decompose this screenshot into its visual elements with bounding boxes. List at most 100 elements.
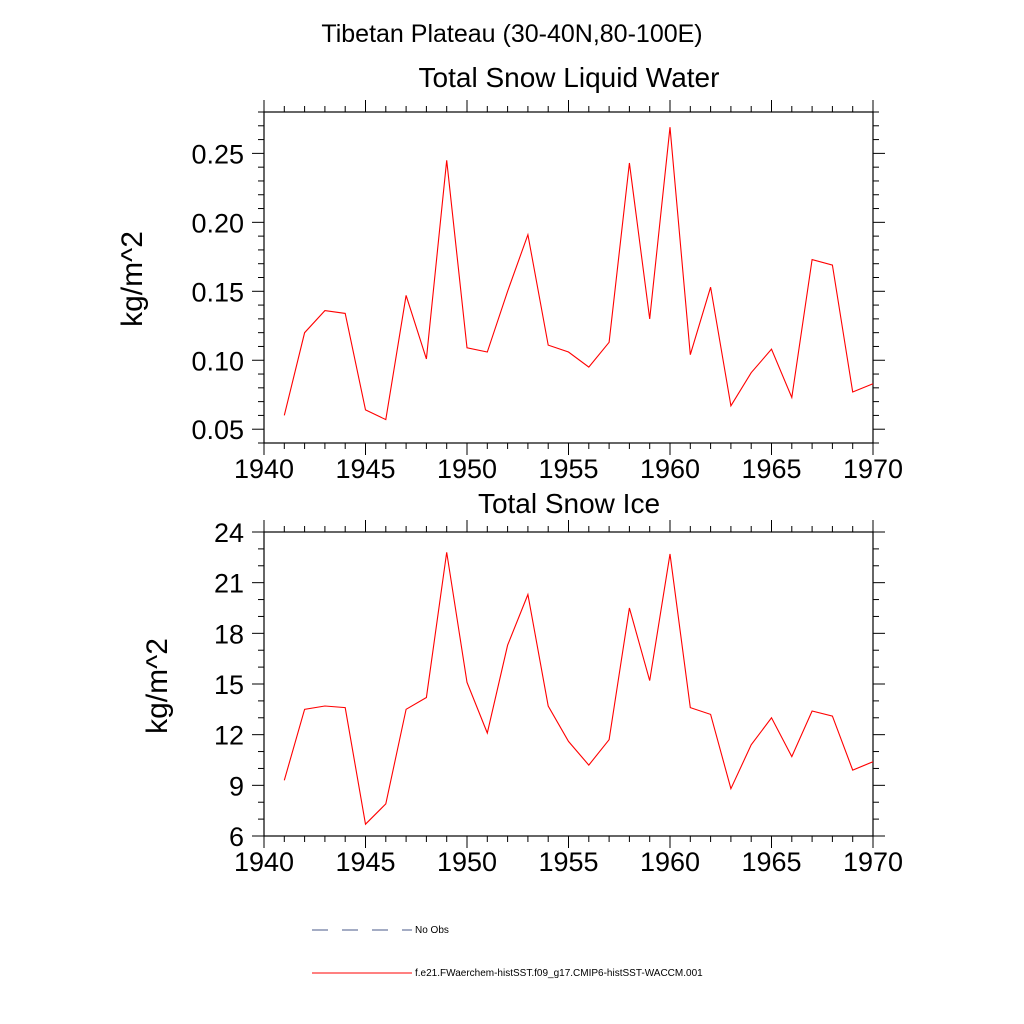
data-point: [446, 552, 447, 553]
data-point: [284, 780, 285, 781]
data-point: [507, 291, 508, 292]
data-point: [872, 761, 873, 762]
data-point: [730, 405, 731, 406]
data-point: [690, 354, 691, 355]
series-line: [283, 552, 874, 826]
data-point: [872, 383, 873, 384]
data-point: [690, 707, 691, 708]
x-tick-label: 1955: [538, 454, 598, 484]
x-tick-label: 1965: [741, 454, 801, 484]
y-tick-label: 0.10: [191, 346, 244, 376]
data-point: [629, 162, 630, 163]
y-tick-label: 0.15: [191, 277, 244, 307]
data-point: [568, 351, 569, 352]
y-axis-label-snow-liquid-water: kg/m^2: [116, 231, 149, 327]
data-point: [507, 645, 508, 646]
data-point: [852, 770, 853, 771]
x-tick-label: 1945: [335, 454, 395, 484]
y-tick-label: 21: [214, 569, 244, 599]
data-point: [771, 717, 772, 718]
x-tick-label: 1970: [843, 847, 903, 877]
figure-suptitle: Tibetan Plateau (30-40N,80-100E): [321, 20, 702, 48]
data-point: [304, 332, 305, 333]
x-tick-label: 1940: [234, 454, 294, 484]
series-line: [283, 127, 874, 421]
data-point: [527, 594, 528, 595]
data-point: [812, 259, 813, 260]
legend-label-no-obs: No Obs: [415, 925, 449, 936]
x-tick-label: 1965: [741, 847, 801, 877]
x-tick-label: 1960: [640, 454, 700, 484]
data-point: [365, 824, 366, 825]
x-tick-label: 1945: [335, 847, 395, 877]
data-point: [426, 358, 427, 359]
data-point: [466, 347, 467, 348]
y-tick-label: 9: [229, 771, 244, 801]
data-point: [385, 803, 386, 804]
plot-frame: [263, 531, 874, 837]
x-tick-label: 1950: [437, 847, 497, 877]
data-point: [284, 415, 285, 416]
data-point: [324, 705, 325, 706]
data-point: [345, 313, 346, 314]
y-tick-label: 6: [229, 822, 244, 852]
data-point: [304, 709, 305, 710]
y-tick-label: 0.05: [191, 415, 244, 445]
data-point: [812, 710, 813, 711]
plot-frame: [263, 111, 874, 444]
data-point: [710, 714, 711, 715]
data-point: [669, 553, 670, 554]
data-point: [548, 344, 549, 345]
panel-title-snow-ice: Total Snow Ice: [478, 488, 660, 519]
x-tick-label: 1955: [538, 847, 598, 877]
legend-label-model-run: f.e21.FWaerchem-histSST.f09_g17.CMIP6-hi…: [415, 968, 703, 979]
data-point: [852, 391, 853, 392]
data-point: [751, 372, 752, 373]
data-point: [588, 367, 589, 368]
data-point: [446, 160, 447, 161]
panel-snow-liquid-water: Total Snow Liquid Water kg/m^2 1940 1945 1…: [116, 62, 903, 484]
data-point: [751, 744, 752, 745]
data-point: [609, 342, 610, 343]
data-point: [324, 310, 325, 311]
x-tick-label: 1970: [843, 454, 903, 484]
data-point: [791, 397, 792, 398]
panel-snow-ice: Total Snow Ice kg/m^2 1940 1945 1950 1955 19…: [141, 488, 903, 877]
x-tick-label: 1950: [437, 454, 497, 484]
x-tick-label: 1940: [234, 847, 294, 877]
y-tick-label: 18: [214, 619, 244, 649]
legend: No Obs f.e21.FWaerchem-histSST.f09_g17.C…: [312, 925, 703, 979]
data-point: [649, 680, 650, 681]
data-point: [466, 682, 467, 683]
panel-title-snow-liquid-water: Total Snow Liquid Water: [419, 62, 720, 93]
y-axis-label-snow-ice: kg/m^2: [141, 638, 174, 734]
data-point: [791, 756, 792, 757]
data-point: [365, 409, 366, 410]
data-point: [609, 739, 610, 740]
data-point: [385, 419, 386, 420]
data-point: [669, 127, 670, 128]
data-point: [487, 351, 488, 352]
data-point: [426, 697, 427, 698]
x-tick-label: 1960: [640, 847, 700, 877]
data-point: [568, 741, 569, 742]
data-point: [527, 234, 528, 235]
data-point: [832, 264, 833, 265]
y-tick-label: 0.25: [191, 139, 244, 169]
data-point: [710, 287, 711, 288]
data-point: [548, 705, 549, 706]
y-tick-label: 12: [214, 721, 244, 751]
data-point: [649, 318, 650, 319]
data-point: [406, 295, 407, 296]
y-tick-label: 15: [214, 670, 244, 700]
data-point: [487, 732, 488, 733]
data-point: [588, 764, 589, 765]
data-point: [406, 709, 407, 710]
data-point: [345, 707, 346, 708]
y-tick-label: 0.20: [191, 208, 244, 238]
data-point: [629, 607, 630, 608]
data-point: [832, 715, 833, 716]
data-point: [730, 788, 731, 789]
data-point: [771, 349, 772, 350]
